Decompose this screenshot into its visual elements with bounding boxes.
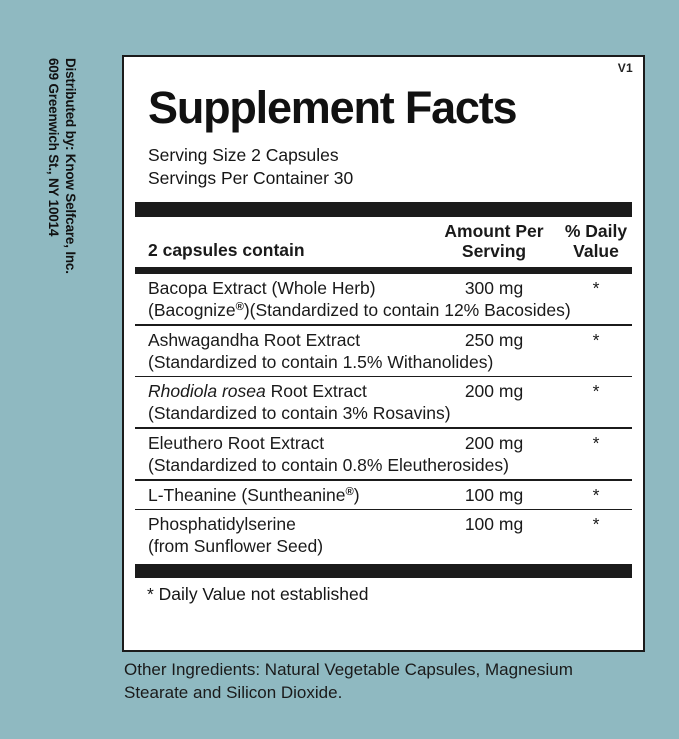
ingredient-name-pre: L-Theanine (Suntheanine: [148, 484, 346, 505]
other-ingredients-line1: Other Ingredients: Natural Vegetable Cap…: [124, 660, 573, 679]
row-divider: [135, 508, 632, 511]
row-divider: [135, 323, 632, 326]
ingredient-daily-value: *: [592, 277, 600, 298]
ingredient-subtext: (Standardized to contain 3% Rosavins): [148, 403, 451, 424]
table-row: Bacopa Extract (Whole Herb) 300 mg * (Ba…: [134, 274, 633, 324]
serving-info: Serving Size 2 Capsules Servings Per Con…: [148, 144, 633, 191]
serving-size: Serving Size 2 Capsules: [148, 145, 339, 165]
column-header-dv-line2: Value: [573, 241, 619, 262]
column-header-daily-value: % Daily Value: [560, 221, 632, 262]
ingredient-name: Eleuthero Root Extract: [148, 432, 325, 453]
column-header-dv-line1: % Daily: [564, 220, 628, 241]
column-header-name: 2 capsules contain: [148, 239, 305, 260]
ingredient-name: Rhodiola rosea Root Extract: [135, 380, 428, 402]
column-header-amount: Amount Per Serving: [428, 221, 560, 262]
ingredient-subtext: (Standardized to contain 1.5% Withanolid…: [148, 351, 494, 372]
page-title: Supplement Facts: [148, 82, 518, 133]
ingredient-daily-value: *: [592, 514, 600, 535]
distributor-sidebar: Distributed by: Know Selfcare, Inc. 609 …: [0, 0, 120, 739]
ingredient-name: Ashwagandha Root Extract: [148, 329, 361, 350]
row-divider: [135, 375, 632, 378]
row-divider: [135, 478, 632, 481]
ingredient-name: Phosphatidylserine: [148, 514, 296, 535]
ingredient-name-latin: Rhodiola rosea: [148, 381, 266, 402]
ingredient-name-post: ): [353, 484, 360, 505]
divider-medium: [135, 266, 632, 274]
table-row: Rhodiola rosea Root Extract 200 mg * (St…: [134, 377, 633, 427]
ingredient-subtext-post: )(Standardized to contain 12% Bacosides): [243, 299, 571, 320]
ingredient-subtext: (Standardized to contain 0.8% Eleutheros…: [148, 454, 509, 475]
ingredient-amount: 100 mg: [464, 514, 524, 535]
column-header-amount-line1: Amount Per: [444, 220, 544, 241]
distributor-line-1: Distributed by: Know Selfcare, Inc.: [63, 58, 78, 274]
ingredient-daily-value: *: [592, 484, 600, 505]
table-row: Phosphatidylserine 100 mg * (from Sunflo…: [134, 510, 633, 560]
ingredient-daily-value: *: [592, 432, 600, 453]
ingredient-subtext: (from Sunflower Seed): [148, 536, 324, 557]
ingredient-amount: 200 mg: [464, 432, 524, 453]
servings-per-container: Servings Per Container 30: [148, 168, 354, 189]
divider-thick-bottom: [135, 564, 632, 579]
ingredient-subtext-pre: (Bacognize: [148, 299, 236, 320]
ingredient-amount: 250 mg: [464, 329, 524, 350]
table-row: Ashwagandha Root Extract 250 mg * (Stand…: [134, 326, 633, 376]
divider-thick-top: [135, 201, 632, 217]
ingredient-name-rest: Root Extract: [265, 381, 367, 402]
table-row: L-Theanine (Suntheanine®) 100 mg *: [134, 481, 633, 509]
row-divider: [135, 427, 632, 429]
ingredient-name: L-Theanine (Suntheanine®): [135, 484, 428, 506]
other-ingredients: Other Ingredients: Natural Vegetable Cap…: [124, 658, 644, 705]
ingredient-daily-value: *: [592, 329, 600, 350]
table-row: Eleuthero Root Extract 200 mg * (Standar…: [134, 429, 633, 479]
ingredient-amount: 100 mg: [464, 484, 524, 505]
ingredient-amount: 300 mg: [464, 277, 524, 298]
ingredient-name: Bacopa Extract (Whole Herb): [148, 277, 376, 298]
column-header-amount-line2: Serving: [461, 241, 527, 262]
ingredient-subtext: (Bacognize®)(Standardized to contain 12%…: [135, 299, 632, 321]
ingredient-amount: 200 mg: [464, 381, 524, 402]
version-tag: V1: [617, 61, 633, 75]
daily-value-footnote: * Daily Value not established: [147, 584, 369, 605]
distributor-line-2: 609 Greenwich St., NY 10014: [46, 58, 61, 237]
ingredient-daily-value: *: [592, 381, 600, 402]
supplement-facts-panel: V1 Supplement Facts Serving Size 2 Capsu…: [122, 55, 645, 652]
registered-trademark-icon: ®: [235, 301, 244, 314]
other-ingredients-line2: Stearate and Silicon Dioxide.: [124, 683, 343, 703]
registered-trademark-icon: ®: [345, 485, 354, 498]
table-header-row: 2 capsules contain Amount Per Serving % …: [134, 217, 633, 265]
